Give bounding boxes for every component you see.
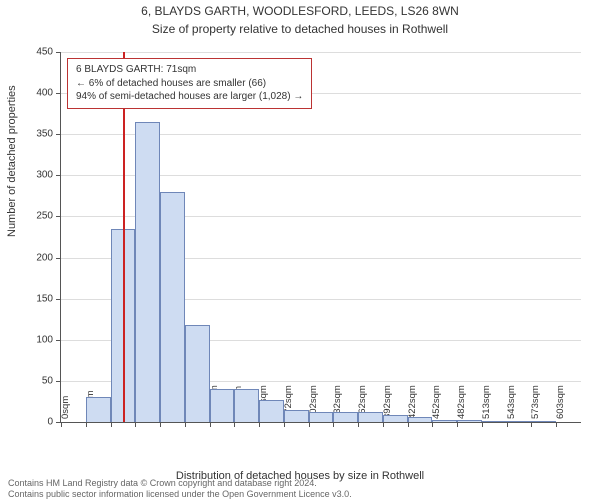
bar xyxy=(432,420,457,422)
xtick xyxy=(61,422,62,427)
xtick-label: 452sqm xyxy=(431,385,442,419)
ytick-label: 450 xyxy=(13,47,53,58)
xtick-label: 422sqm xyxy=(407,385,418,419)
footer-line-2: Contains public sector information licen… xyxy=(8,489,352,500)
ytick xyxy=(56,340,61,341)
ytick xyxy=(56,93,61,94)
ytick xyxy=(56,52,61,53)
ytick-label: 50 xyxy=(13,375,53,386)
bar xyxy=(408,417,433,422)
bar xyxy=(482,421,507,422)
xtick xyxy=(160,422,161,427)
ytick xyxy=(56,258,61,259)
xtick-label: 543sqm xyxy=(506,385,517,419)
bar xyxy=(309,412,334,422)
xtick xyxy=(111,422,112,427)
xtick-label: 482sqm xyxy=(456,385,467,419)
bar xyxy=(333,412,358,422)
xtick xyxy=(482,422,483,427)
footer-line-1: Contains HM Land Registry data © Crown c… xyxy=(8,478,352,489)
ytick xyxy=(56,134,61,135)
ytick-label: 200 xyxy=(13,252,53,263)
ytick xyxy=(56,216,61,217)
chart-title-line1: 6, BLAYDS GARTH, WOODLESFORD, LEEDS, LS2… xyxy=(0,4,600,20)
bar xyxy=(531,421,556,422)
bar xyxy=(160,192,185,422)
info-line-3: 94% of semi-detached houses are larger (… xyxy=(76,90,303,104)
ytick-label: 150 xyxy=(13,293,53,304)
xtick xyxy=(383,422,384,427)
footer: Contains HM Land Registry data © Crown c… xyxy=(8,478,352,500)
ytick xyxy=(56,175,61,176)
xtick-label: 603sqm xyxy=(555,385,566,419)
xtick-label: 573sqm xyxy=(530,385,541,419)
info-line-2: ← 6% of detached houses are smaller (66) xyxy=(76,77,303,91)
xtick xyxy=(507,422,508,427)
xtick xyxy=(556,422,557,427)
ytick xyxy=(56,381,61,382)
info-box: 6 BLAYDS GARTH: 71sqm ← 6% of detached h… xyxy=(67,58,312,109)
xtick xyxy=(210,422,211,427)
xtick xyxy=(457,422,458,427)
ytick-label: 400 xyxy=(13,88,53,99)
bar xyxy=(507,421,532,422)
bar xyxy=(457,420,482,422)
ytick-label: 0 xyxy=(13,417,53,428)
xtick-label: 513sqm xyxy=(481,385,492,419)
bar xyxy=(86,397,111,422)
xtick xyxy=(135,422,136,427)
xtick xyxy=(408,422,409,427)
ytick-label: 250 xyxy=(13,211,53,222)
bar xyxy=(383,415,408,422)
xtick xyxy=(86,422,87,427)
bar xyxy=(358,412,383,422)
ytick-label: 100 xyxy=(13,334,53,345)
xtick-label: 0sqm xyxy=(60,396,71,419)
ytick-label: 300 xyxy=(13,170,53,181)
xtick xyxy=(284,422,285,427)
bar xyxy=(234,389,259,422)
bar xyxy=(135,122,160,422)
xtick xyxy=(185,422,186,427)
ytick xyxy=(56,299,61,300)
xtick xyxy=(358,422,359,427)
bar xyxy=(259,400,284,422)
xtick-label: 392sqm xyxy=(382,385,393,419)
info-line-1: 6 BLAYDS GARTH: 71sqm xyxy=(76,63,303,77)
chart-container: 6, BLAYDS GARTH, WOODLESFORD, LEEDS, LS2… xyxy=(0,4,600,500)
xtick xyxy=(309,422,310,427)
xtick xyxy=(234,422,235,427)
chart-title-line2: Size of property relative to detached ho… xyxy=(0,22,600,38)
xtick xyxy=(259,422,260,427)
xtick xyxy=(333,422,334,427)
bar xyxy=(284,410,309,422)
bar xyxy=(210,389,235,422)
gridline-h xyxy=(61,52,581,53)
bar xyxy=(185,325,210,422)
ytick-label: 350 xyxy=(13,129,53,140)
xtick xyxy=(432,422,433,427)
xtick xyxy=(531,422,532,427)
plot-area: 6 BLAYDS GARTH: 71sqm ← 6% of detached h… xyxy=(60,52,581,423)
